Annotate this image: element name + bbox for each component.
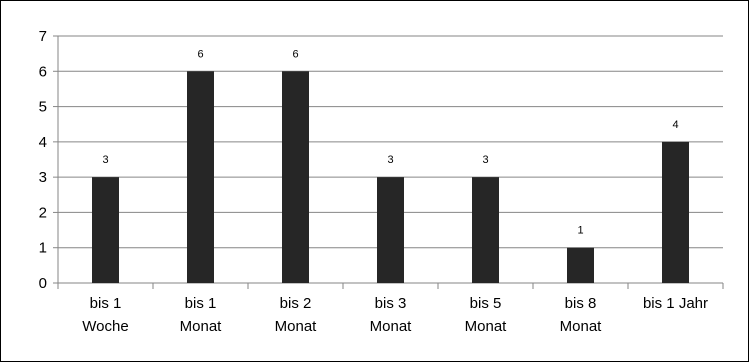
- data-label: 3: [102, 154, 108, 166]
- y-tick-label: 3: [39, 169, 47, 186]
- data-label: 6: [197, 48, 203, 60]
- bar: [472, 177, 499, 283]
- category-label: Monat: [465, 318, 508, 335]
- y-tick-label: 1: [39, 240, 47, 257]
- y-tick-label: 7: [39, 28, 47, 45]
- bar: [92, 177, 119, 283]
- y-tick-label: 5: [39, 99, 47, 116]
- category-label: bis 1: [90, 295, 122, 312]
- category-label: bis 1: [185, 295, 217, 312]
- y-tick-label: 6: [39, 63, 47, 80]
- category-label: Monat: [560, 318, 603, 335]
- data-label: 4: [672, 119, 678, 131]
- y-tick-label: 0: [39, 275, 47, 292]
- data-label: 3: [387, 154, 393, 166]
- bar: [662, 141, 689, 283]
- bar: [567, 247, 594, 283]
- category-label: Woche: [82, 318, 128, 335]
- category-label: bis 3: [375, 295, 407, 312]
- data-label: 6: [292, 48, 298, 60]
- category-label: bis 2: [280, 295, 312, 312]
- y-tick-label: 2: [39, 204, 47, 221]
- category-label: Monat: [275, 318, 318, 335]
- category-label: Monat: [370, 318, 413, 335]
- bar: [377, 177, 404, 283]
- y-tick-label: 4: [39, 134, 47, 151]
- data-label: 1: [577, 225, 583, 237]
- category-label: bis 5: [470, 295, 502, 312]
- bar: [187, 71, 214, 284]
- category-label: bis 1 Jahr: [643, 295, 708, 312]
- category-label: bis 8: [565, 295, 597, 312]
- data-label: 3: [482, 154, 488, 166]
- bar: [282, 71, 309, 284]
- category-label: Monat: [180, 318, 223, 335]
